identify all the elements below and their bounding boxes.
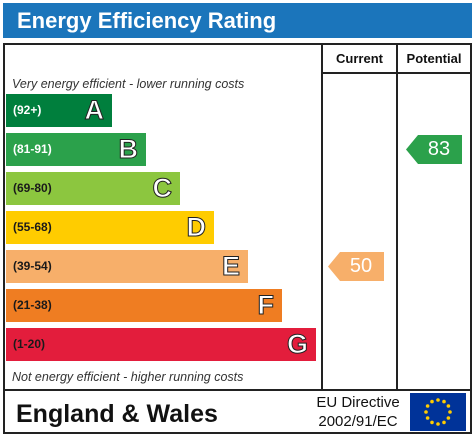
rating-header: Energy Efficiency Rating: [3, 3, 472, 38]
band-g: (1-20) G: [6, 328, 316, 361]
current-rating-arrow: 50: [328, 252, 384, 281]
flag-star: [446, 416, 451, 420]
band-letter: D: [186, 212, 206, 243]
band-range-label: (1-20): [13, 337, 46, 351]
flag-star: [446, 404, 451, 408]
flag-star: [436, 422, 440, 426]
footer-divider: [3, 389, 472, 391]
band-letter: B: [118, 134, 138, 165]
current-column-divider: [321, 43, 323, 390]
band-range-label: (21-38): [13, 298, 52, 312]
current-column-header: Current: [336, 51, 383, 66]
flag-star: [436, 398, 440, 402]
eu-flag-icon: [410, 393, 466, 431]
band-range-label: (69-80): [13, 181, 52, 195]
flag-star: [430, 399, 434, 404]
flag-star: [425, 416, 430, 420]
band-b: (81-91) B: [6, 133, 146, 166]
eu-directive: EU Directive 2002/91/EC: [306, 393, 410, 431]
flag-star: [424, 410, 428, 414]
band-letter: F: [257, 290, 274, 321]
band-d: (55-68) D: [6, 211, 214, 244]
efficient-note: Very energy efficient - lower running co…: [12, 77, 245, 91]
potential-column-divider: [396, 43, 398, 390]
rating-table: [3, 43, 472, 434]
flag-star: [442, 420, 446, 425]
band-letter: A: [84, 95, 104, 126]
flag-star: [448, 410, 452, 414]
column-header-divider: [321, 72, 472, 74]
band-letter: E: [221, 251, 240, 282]
band-a: (92+) A: [6, 94, 112, 127]
inefficient-note: Not energy efficient - higher running co…: [12, 370, 244, 384]
potential-column-header: Potential: [406, 51, 462, 66]
flag-star: [442, 399, 446, 404]
band-range-label: (81-91): [13, 142, 52, 156]
band-range-label: (92+): [13, 103, 42, 117]
band-e: (39-54) E: [6, 250, 248, 283]
band-range-label: (39-54): [13, 259, 52, 273]
band-c: (69-80) C: [6, 172, 180, 205]
directive-line-2: 2002/91/EC: [318, 413, 398, 430]
region-label: England & Wales: [16, 400, 218, 428]
flag-star: [430, 420, 434, 425]
potential-rating-arrow: 83: [406, 135, 462, 164]
directive-line-1: EU Directive: [316, 394, 400, 411]
band-letter: G: [286, 329, 308, 360]
band-letter: C: [152, 173, 172, 204]
band-range-label: (55-68): [13, 220, 52, 234]
band-f: (21-38) F: [6, 289, 282, 322]
flag-star: [425, 404, 430, 408]
